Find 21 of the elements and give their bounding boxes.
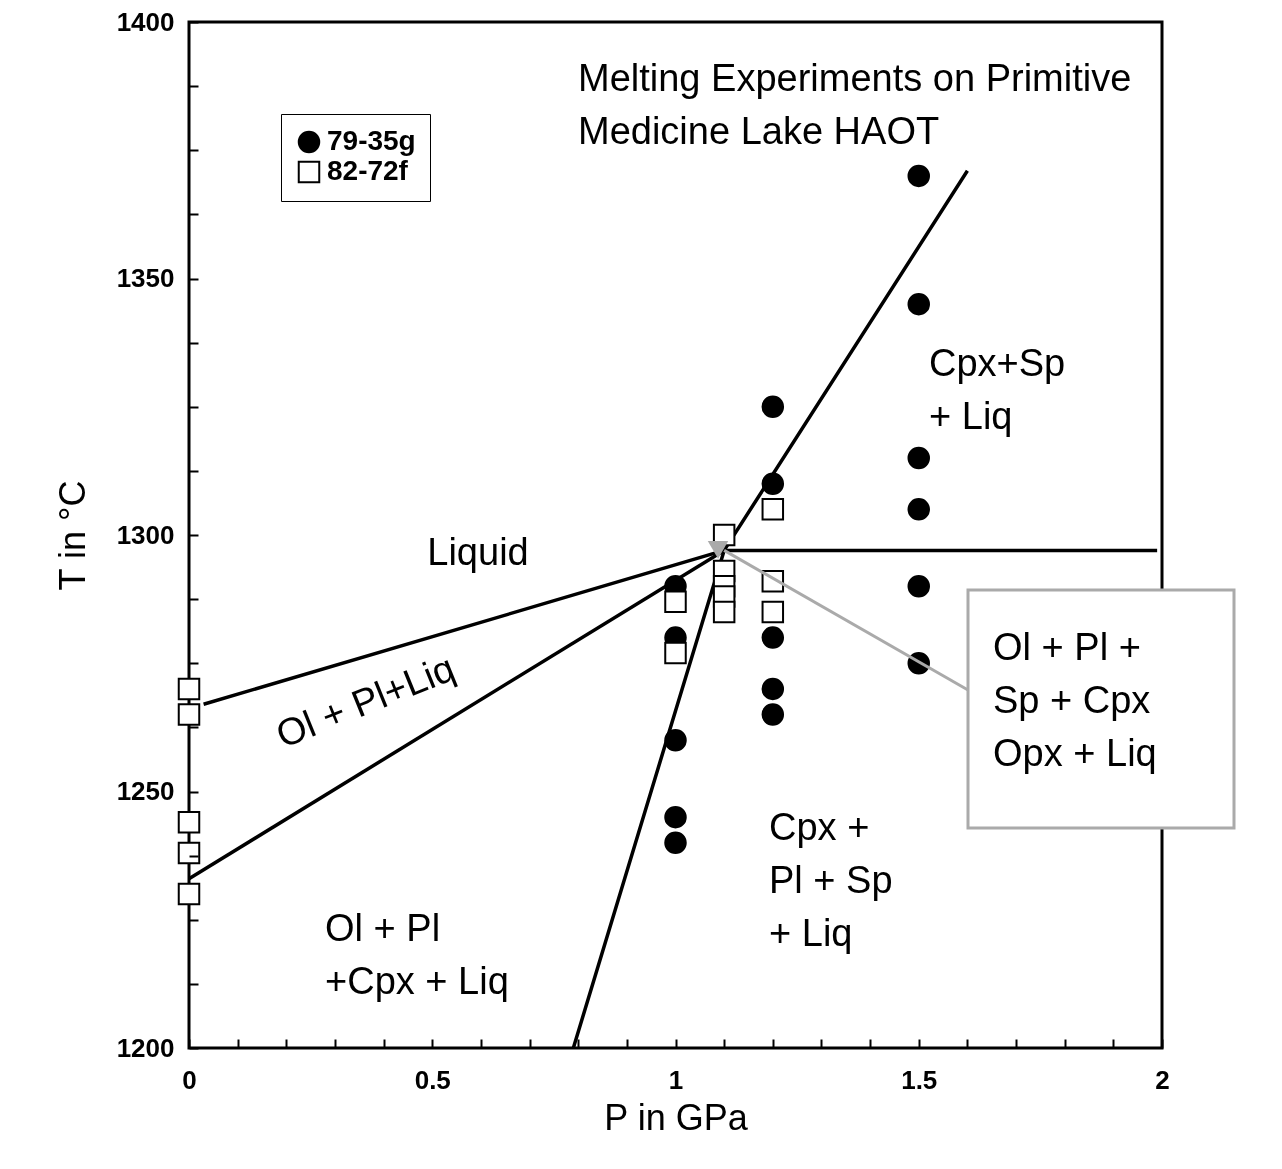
annotation: Ol + Pl + Sp + Cpx Opx + Liq <box>993 626 1157 774</box>
x-tick-label: 0.5 <box>414 1064 451 1095</box>
y-tick-label: 1200 <box>116 1032 175 1063</box>
annotation: Ol + Pl+Liq <box>270 646 461 756</box>
x-axis-title: P in GPa <box>604 1096 749 1138</box>
annotation: Liquid <box>427 530 529 573</box>
annotation: Melting Experiments on Primitive Medicine Lake HAOT <box>578 57 1132 152</box>
annotation: Cpx + Pl + Sp + Liq <box>769 805 893 954</box>
x-tick-label: 1 <box>668 1064 684 1095</box>
y-tick-label: 1300 <box>116 519 175 550</box>
y-tick-label: 1400 <box>116 6 175 37</box>
legend-label: 82-72f <box>327 155 409 186</box>
legend-label: 79-35g <box>327 125 416 156</box>
x-tick-label: 0 <box>182 1064 197 1095</box>
y-tick-label: 1350 <box>116 263 175 293</box>
annotation: Ol + Pl +Cpx + Liq <box>325 907 509 1002</box>
x-tick-label: 2 <box>1155 1064 1170 1095</box>
x-tick-label: 1.5 <box>901 1064 938 1095</box>
y-axis-title: T in °C <box>51 480 93 591</box>
annotation: Cpx+Sp + Liq <box>929 342 1066 437</box>
y-tick-label: 1250 <box>116 776 175 806</box>
